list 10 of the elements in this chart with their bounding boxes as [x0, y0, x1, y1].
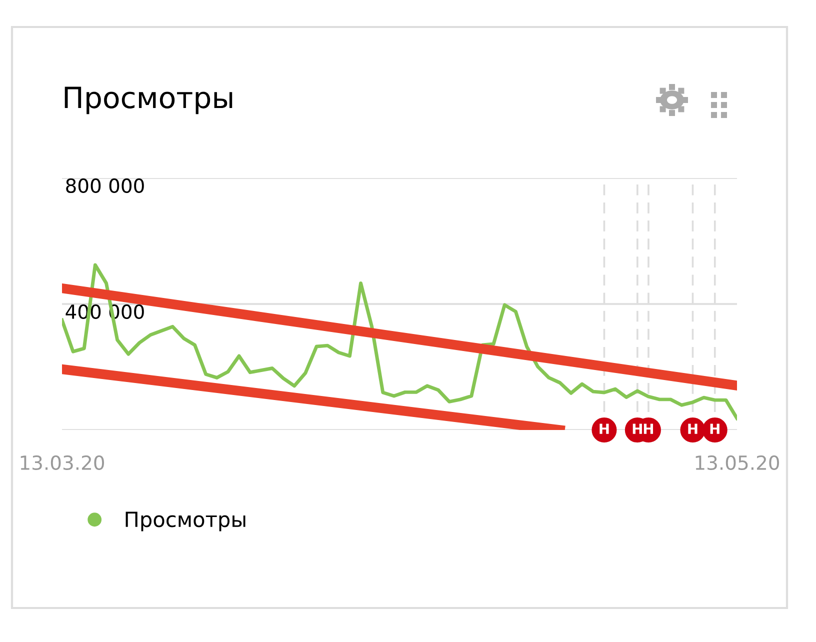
x-tick-label: 13.03.20 — [20, 455, 104, 470]
ref-line-label: Н — [600, 424, 609, 434]
ref-line-label: Н — [688, 424, 698, 434]
chart-title: Просмотры — [64, 86, 232, 114]
legend-label: Просмотры — [126, 512, 246, 532]
ref-line-label: Н — [710, 424, 720, 434]
ref-line-label: Н — [632, 424, 642, 434]
ref-line-label: Н — [644, 424, 654, 434]
y-tick-label: 800 000 — [66, 178, 144, 194]
x-tick-label: 13.05.20 — [696, 455, 780, 470]
